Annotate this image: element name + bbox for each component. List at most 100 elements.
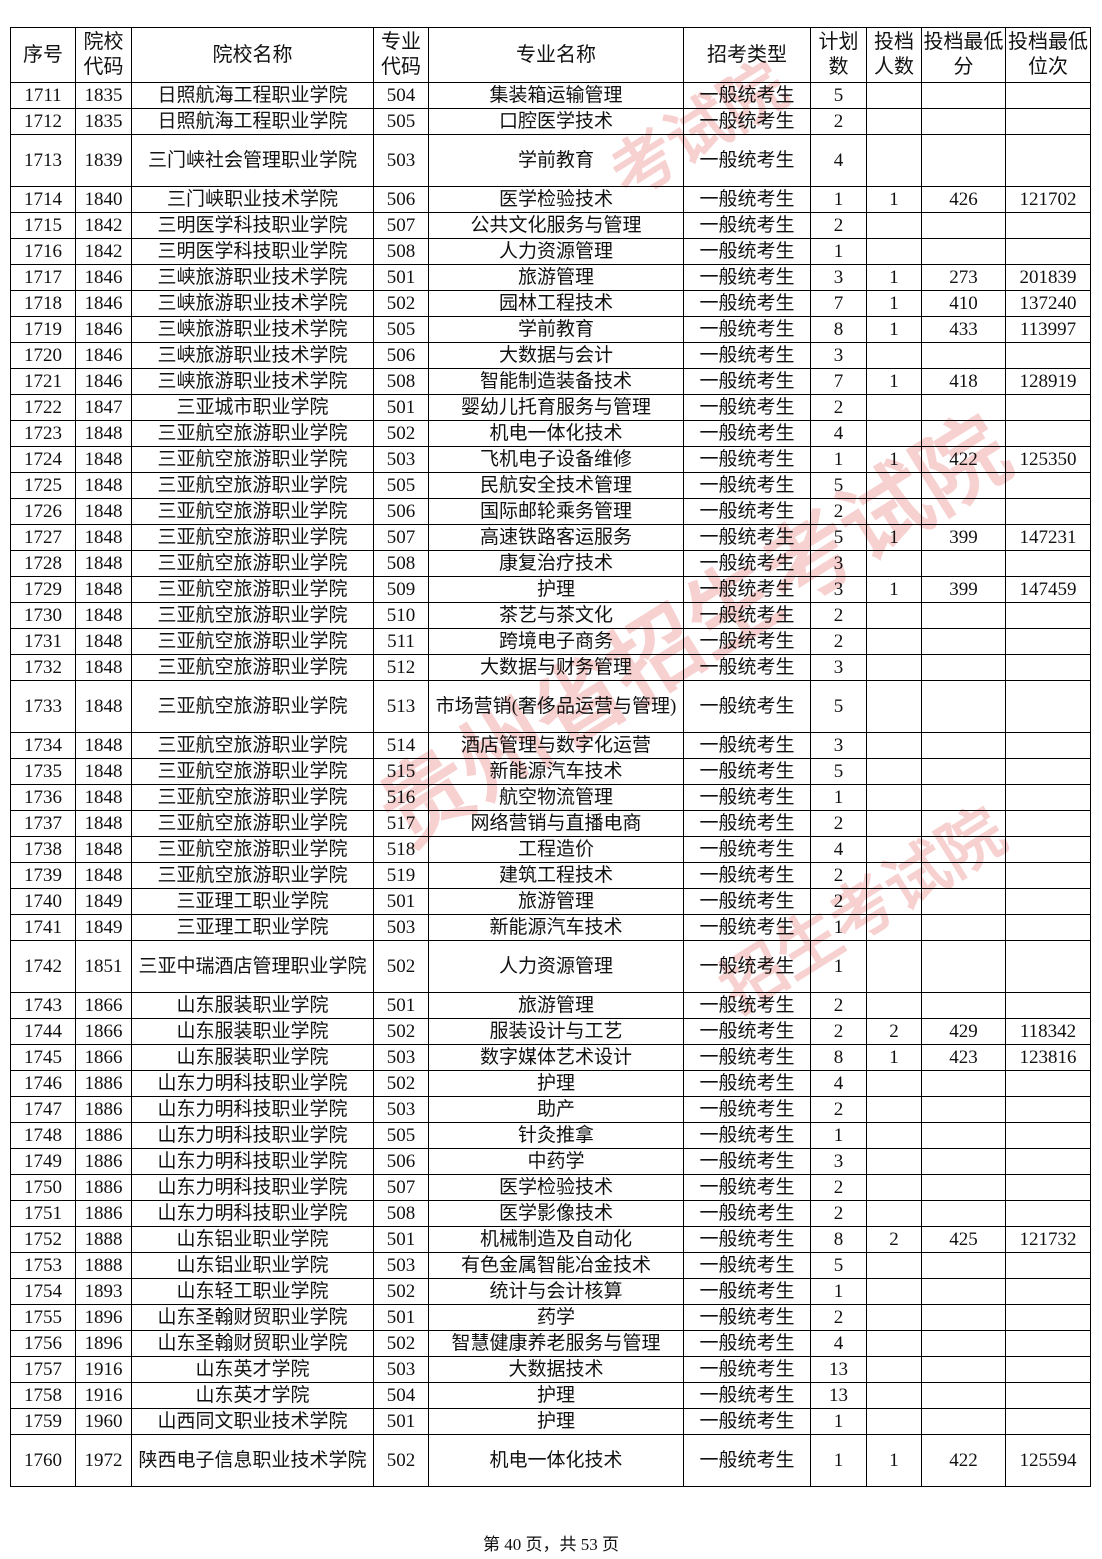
cell-school-name: 三亚理工职业学院 [131, 888, 374, 915]
cell-school-name: 三亚航空旅游职业学院 [131, 420, 374, 447]
cell-min-score [921, 888, 1006, 915]
table-row: 1721 1846 三峡旅游职业技术学院 508 智能制造装备技术 一般统考生 7 1 418 1… [10, 368, 1091, 395]
cell-major-name: 针灸推拿 [428, 1122, 684, 1149]
cell-admitted-count [866, 836, 922, 863]
cell-seq: 1757 [10, 1356, 76, 1383]
cell-seq: 1758 [10, 1382, 76, 1409]
table-row: 1746 1886 山东力明科技职业学院 502 护理 一般统考生 4 [10, 1070, 1091, 1097]
cell-min-score: 422 [921, 446, 1006, 473]
cell-school-code: 1972 [75, 1434, 132, 1487]
cell-seq: 1717 [10, 264, 76, 291]
table-row: 1725 1848 三亚航空旅游职业学院 505 民航安全技术管理 一般统考生 5 [10, 472, 1091, 499]
cell-major-name: 统计与会计核算 [428, 1278, 684, 1305]
cell-min-rank: 121732 [1005, 1226, 1091, 1253]
cell-exam-type: 一般统考生 [683, 654, 811, 681]
cell-major-code: 502 [373, 420, 429, 447]
cell-min-rank [1005, 888, 1091, 915]
header-exam-type: 招考类型 [683, 27, 811, 83]
cell-plan-count: 2 [810, 992, 867, 1019]
header-min-rank: 投档最低位次 [1005, 27, 1091, 83]
cell-exam-type: 一般统考生 [683, 784, 811, 811]
cell-major-name: 跨境电子商务 [428, 628, 684, 655]
cell-major-name: 旅游管理 [428, 264, 684, 291]
cell-major-code: 505 [373, 472, 429, 499]
cell-admitted-count [866, 394, 922, 421]
cell-plan-count: 8 [810, 316, 867, 343]
cell-min-rank [1005, 472, 1091, 499]
cell-school-code: 1886 [75, 1174, 132, 1201]
cell-plan-count: 4 [810, 1070, 867, 1097]
cell-min-rank [1005, 758, 1091, 785]
cell-min-rank [1005, 238, 1091, 265]
cell-school-name: 陕西电子信息职业技术学院 [131, 1434, 374, 1487]
cell-plan-count: 5 [810, 472, 867, 499]
cell-exam-type: 一般统考生 [683, 1148, 811, 1175]
cell-plan-count: 2 [810, 1200, 867, 1227]
cell-exam-type: 一般统考生 [683, 628, 811, 655]
cell-admitted-count: 1 [866, 1044, 922, 1071]
cell-major-name: 数字媒体艺术设计 [428, 1044, 684, 1071]
cell-plan-count: 4 [810, 420, 867, 447]
cell-plan-count: 4 [810, 134, 867, 187]
cell-exam-type: 一般统考生 [683, 550, 811, 577]
cell-school-code: 1848 [75, 810, 132, 837]
cell-school-code: 1848 [75, 680, 132, 733]
cell-major-name: 学前教育 [428, 316, 684, 343]
cell-admitted-count [866, 784, 922, 811]
cell-min-rank: 125350 [1005, 446, 1091, 473]
cell-seq: 1725 [10, 472, 76, 499]
cell-plan-count: 1 [810, 784, 867, 811]
cell-seq: 1760 [10, 1434, 76, 1487]
cell-major-name: 药学 [428, 1304, 684, 1331]
cell-major-name: 新能源汽车技术 [428, 758, 684, 785]
cell-min-rank: 125594 [1005, 1434, 1091, 1487]
cell-admitted-count: 1 [866, 524, 922, 551]
table-row: 1741 1849 三亚理工职业学院 503 新能源汽车技术 一般统考生 1 [10, 914, 1091, 941]
cell-major-name: 有色金属智能冶金技术 [428, 1252, 684, 1279]
cell-seq: 1714 [10, 186, 76, 213]
cell-exam-type: 一般统考生 [683, 862, 811, 889]
cell-min-score: 399 [921, 576, 1006, 603]
cell-school-name: 山东服装职业学院 [131, 1044, 374, 1071]
cell-seq: 1731 [10, 628, 76, 655]
cell-major-name: 康复治疗技术 [428, 550, 684, 577]
cell-exam-type: 一般统考生 [683, 134, 811, 187]
cell-school-code: 1851 [75, 940, 132, 993]
cell-school-code: 1886 [75, 1070, 132, 1097]
cell-exam-type: 一般统考生 [683, 524, 811, 551]
cell-min-score [921, 1148, 1006, 1175]
cell-school-name: 三峡旅游职业技术学院 [131, 368, 374, 395]
cell-major-code: 501 [373, 992, 429, 1019]
cell-school-code: 1848 [75, 602, 132, 629]
cell-school-name: 三亚航空旅游职业学院 [131, 836, 374, 863]
cell-admitted-count [866, 1122, 922, 1149]
cell-min-rank [1005, 836, 1091, 863]
cell-plan-count: 3 [810, 550, 867, 577]
cell-school-code: 1848 [75, 732, 132, 759]
cell-seq: 1739 [10, 862, 76, 889]
cell-admitted-count: 1 [866, 290, 922, 317]
cell-plan-count: 1 [810, 238, 867, 265]
cell-major-code: 519 [373, 862, 429, 889]
cell-min-score [921, 784, 1006, 811]
cell-school-code: 1848 [75, 836, 132, 863]
cell-admitted-count [866, 1096, 922, 1123]
cell-major-code: 515 [373, 758, 429, 785]
cell-major-name: 护理 [428, 1070, 684, 1097]
cell-admitted-count: 2 [866, 1018, 922, 1045]
cell-major-name: 建筑工程技术 [428, 862, 684, 889]
cell-min-score: 425 [921, 1226, 1006, 1253]
cell-school-code: 1916 [75, 1356, 132, 1383]
cell-seq: 1711 [10, 82, 76, 109]
cell-major-code: 509 [373, 576, 429, 603]
cell-major-name: 酒店管理与数字化运营 [428, 732, 684, 759]
cell-admitted-count: 1 [866, 264, 922, 291]
cell-seq: 1732 [10, 654, 76, 681]
cell-major-code: 516 [373, 784, 429, 811]
cell-min-rank [1005, 1148, 1091, 1175]
cell-school-code: 1842 [75, 238, 132, 265]
cell-plan-count: 7 [810, 290, 867, 317]
cell-school-code: 1848 [75, 498, 132, 525]
header-major-name: 专业名称 [428, 27, 684, 83]
cell-school-code: 1848 [75, 550, 132, 577]
